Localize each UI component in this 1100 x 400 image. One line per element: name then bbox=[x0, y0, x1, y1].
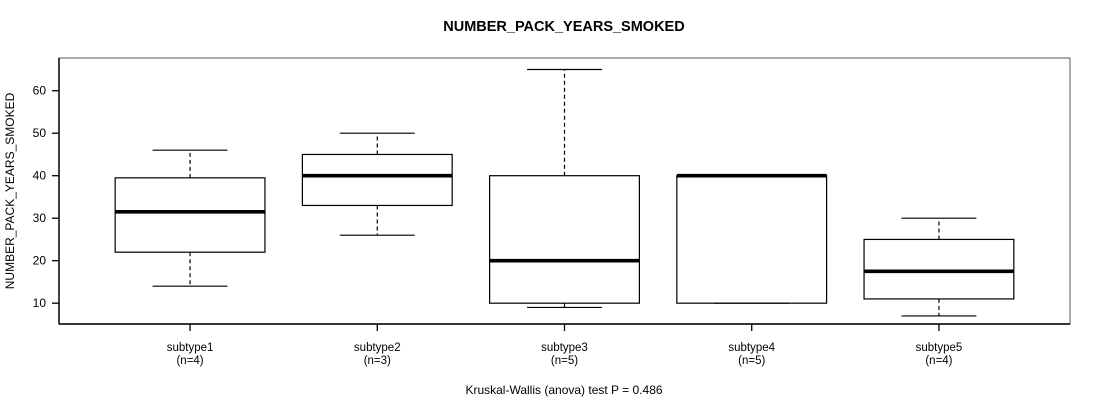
x-category-sublabel: (n=5) bbox=[738, 355, 765, 367]
y-axis: 10 20 30 40 50 60 bbox=[33, 58, 60, 324]
iqr-box bbox=[676, 175, 828, 304]
y-tick-label: 40 bbox=[33, 169, 47, 183]
x-axis: subtype1(n=4)subtype2(n=3)subtype3(n=5)s… bbox=[59, 323, 1070, 367]
iqr-box bbox=[114, 177, 266, 253]
boxes bbox=[114, 68, 1015, 317]
x-category-label: subtype1 bbox=[167, 342, 214, 354]
y-axis-title: NUMBER_PACK_YEARS_SMOKED bbox=[3, 92, 17, 289]
y-tick-label: 60 bbox=[33, 84, 47, 98]
y-tick-label: 20 bbox=[33, 254, 47, 268]
box-group-subtype2 bbox=[301, 132, 453, 236]
x-category-label: subtype2 bbox=[354, 342, 401, 354]
x-category-sublabel: (n=3) bbox=[364, 355, 391, 367]
box-group-subtype5 bbox=[863, 217, 1015, 317]
x-category-sublabel: (n=4) bbox=[176, 355, 203, 367]
box-group-subtype1 bbox=[114, 149, 266, 287]
iqr-box bbox=[863, 238, 1015, 300]
x-category-label: subtype3 bbox=[541, 342, 588, 354]
y-tick-label: 10 bbox=[33, 296, 47, 310]
iqr-box bbox=[301, 153, 453, 207]
x-category-sublabel: (n=5) bbox=[551, 355, 578, 367]
x-category-sublabel: (n=4) bbox=[925, 355, 952, 367]
box-group-subtype4 bbox=[676, 173, 828, 304]
x-category-label: subtype5 bbox=[916, 342, 963, 354]
y-tick-label: 30 bbox=[33, 211, 47, 225]
x-category-label: subtype4 bbox=[728, 342, 775, 354]
box-group-subtype3 bbox=[489, 68, 640, 309]
y-tick-label: 50 bbox=[33, 126, 47, 140]
iqr-box bbox=[489, 175, 640, 304]
stat-test-caption: Kruskal-Wallis (anova) test P = 0.486 bbox=[465, 383, 662, 397]
chart-title: NUMBER_PACK_YEARS_SMOKED bbox=[443, 19, 684, 35]
